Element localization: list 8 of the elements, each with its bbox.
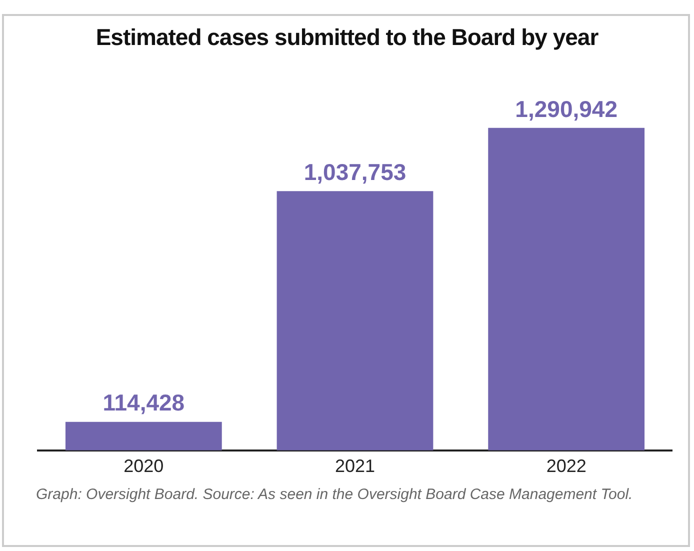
data-label: 114,428 <box>102 390 185 416</box>
data-label: 1,037,753 <box>304 159 406 186</box>
x-tick-label: 2021 <box>334 456 376 476</box>
x-tick-label: 2022 <box>546 456 586 476</box>
x-tick-label: 2020 <box>124 456 164 476</box>
chart-title: Estimated cases submitted to the Board by year <box>94 24 600 51</box>
data-label: 1,290,942 <box>515 96 618 122</box>
text: Graph: Oversight Board. Source: As seen in the Oversight Board Case Management Tool. <box>36 485 634 505</box>
